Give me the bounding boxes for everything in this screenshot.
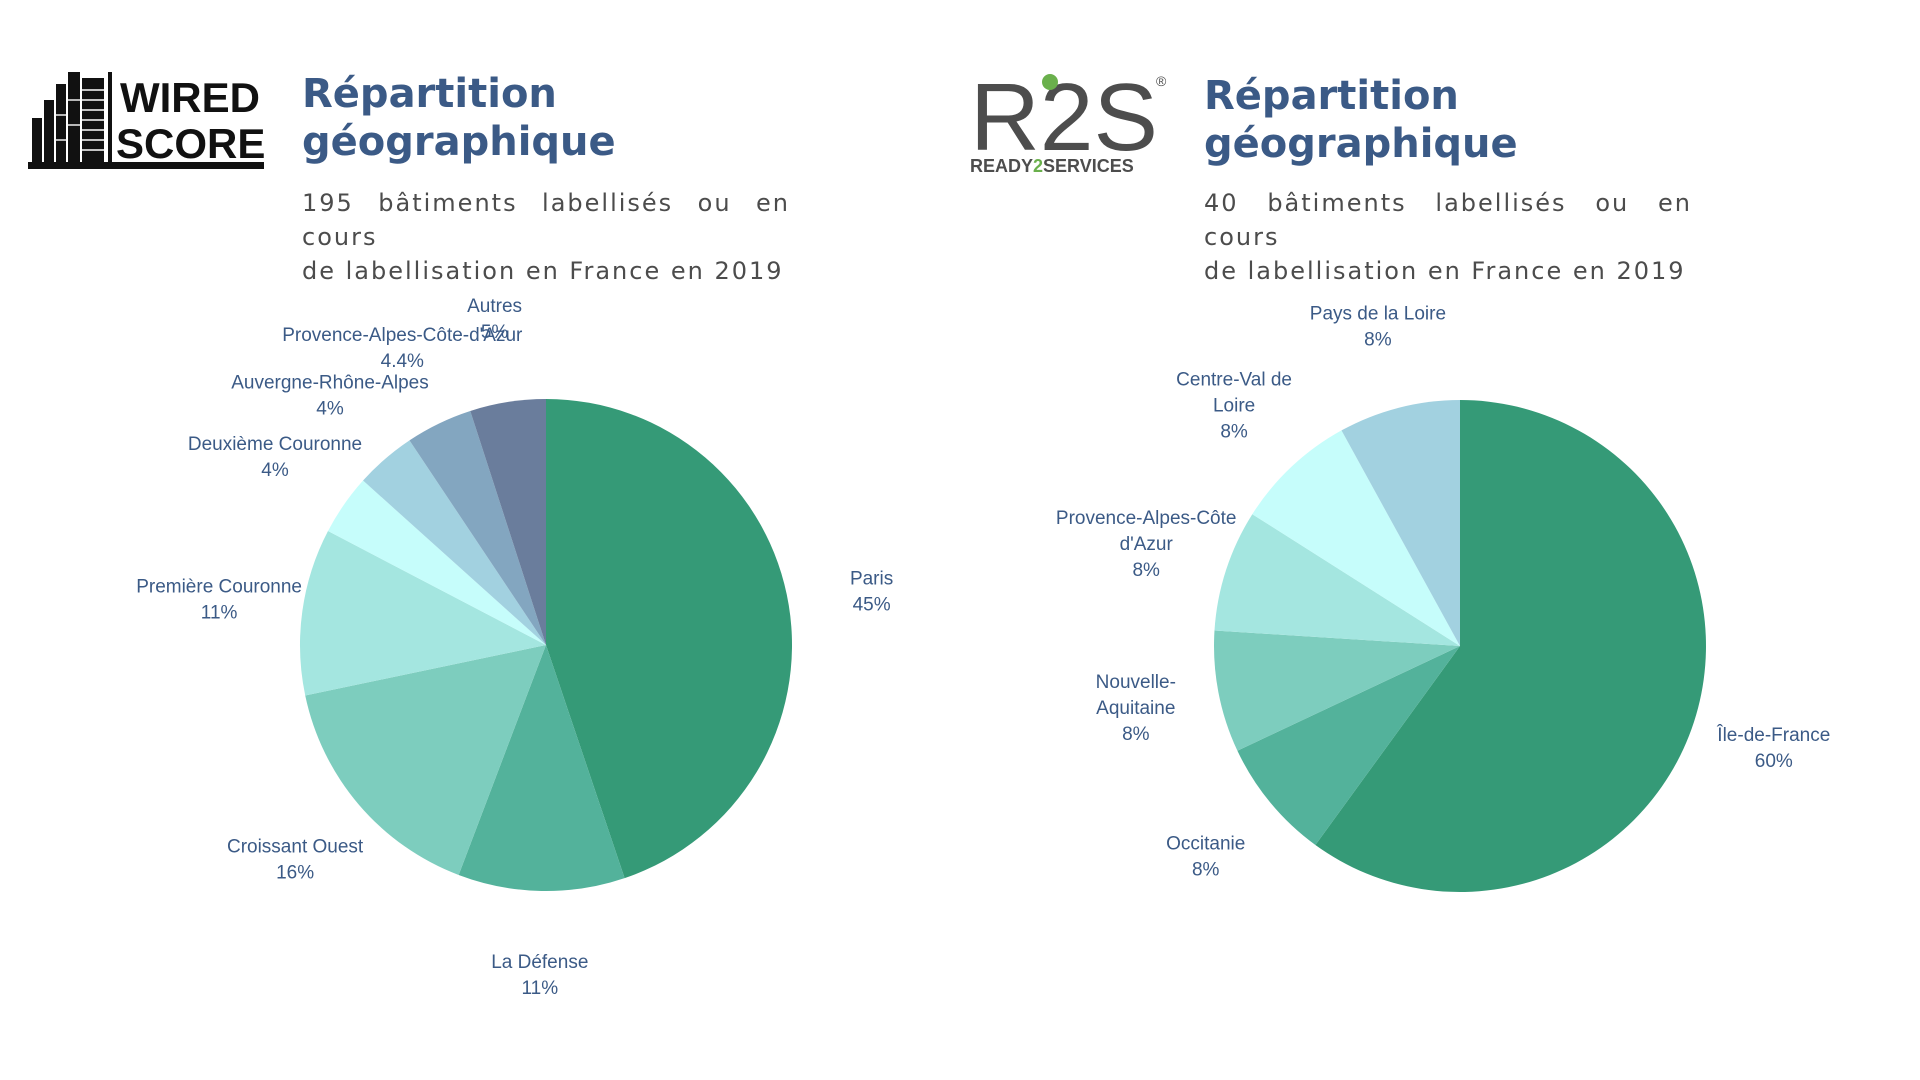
panel-wiredscore: WIRED SCORE Répartition géographique 195… xyxy=(28,70,893,999)
wiredscore-building-icon xyxy=(28,72,264,169)
wiredscore-logo-line2: SCORE xyxy=(116,120,264,167)
title-line-1: Répartition xyxy=(1204,73,1459,119)
pie-slice-auvergne-rhone-alpes xyxy=(363,440,546,645)
pie-label-value: 8% xyxy=(1220,421,1248,442)
pie-label-value: 4% xyxy=(316,399,344,420)
pie-slice-paris xyxy=(546,399,793,879)
pie-label-text: Île-de-France xyxy=(1716,724,1830,746)
pie-label-text: Auvergne-Rhône-Alpes xyxy=(231,373,429,394)
pie-label-ile-de-france: Île-de-France 60% xyxy=(1716,724,1830,772)
r2s-logo-icon: R2S ® xyxy=(970,70,1167,171)
pie-label-value: 8% xyxy=(1364,329,1392,350)
pie-slice-la-defense xyxy=(458,645,625,891)
pie-label-nouvelle-aquitaine: Nouvelle- Aquitaine 8% xyxy=(1096,672,1176,745)
pie-label-value: 8% xyxy=(1122,724,1150,745)
pie-label-text: d'Azur xyxy=(1120,534,1174,555)
pie-slice-provence-alpes-cote-d-azur xyxy=(409,410,546,645)
pie-label-deuxieme-couronne: Deuxième Couronne 4% xyxy=(188,434,362,481)
r2s-logo: R2S ® READY2SERVICES xyxy=(970,70,1167,176)
page-title: Répartition géographique xyxy=(1204,72,1518,168)
pie-chart-r2s: Île-de-France 60% Occitanie 8% Nouvelle- Aqui… xyxy=(1056,303,1830,892)
r2s-registered-mark: ® xyxy=(1156,73,1167,89)
pie-label-text: Loire xyxy=(1213,395,1255,416)
subtitle-line-2: de labellisation en France en 2019 xyxy=(1204,257,1686,285)
panel-r2s: R2S ® READY2SERVICES Répartition géograp… xyxy=(960,0,1920,1080)
subtitle-line-1: 195 bâtiments labellisés ou en cours xyxy=(302,189,790,251)
pie-slice-deuxieme-couronne xyxy=(328,480,546,645)
pie-slice-croissant-ouest xyxy=(305,645,546,875)
pie-label-text: Paris xyxy=(850,569,893,590)
pie-chart-wiredscore: Paris 45% La Défense 11% Croissant Ouest 16% P… xyxy=(136,296,893,999)
pie-label-text: La Défense xyxy=(491,952,588,973)
r2s-tagline-left: READY xyxy=(970,156,1033,176)
pie-slice-provence-alpes-cote-d-azur xyxy=(1214,514,1460,646)
pie-label-text: Pays de la Loire xyxy=(1310,303,1446,324)
pie-label-text: Nouvelle- xyxy=(1096,672,1176,693)
wiredscore-logo: WIRED SCORE xyxy=(28,72,264,169)
r2s-logo-main: R2S xyxy=(970,70,1158,171)
pie-label-text: Provence-Alpes-Côte xyxy=(1056,508,1237,529)
wiredscore-logo-line1: WIRED xyxy=(120,74,260,121)
pie-label-value: 4% xyxy=(261,460,289,481)
pie-label-value: 5% xyxy=(481,322,509,343)
pie-label-value: 45% xyxy=(853,595,891,616)
pie-label-value: 4.4% xyxy=(381,351,424,372)
pie-slice-premiere-couronne xyxy=(300,530,546,696)
pie-label-autres: Autres 5% xyxy=(467,296,522,343)
pie-slice-centre-val-de-loire xyxy=(1252,430,1460,646)
pie-slice-pays-de-la-loire xyxy=(1341,400,1460,646)
pie-label-value: 8% xyxy=(1132,560,1160,581)
pie-label-text: Aquitaine xyxy=(1096,698,1175,719)
pie-label-value: 11% xyxy=(201,603,238,624)
pie-slice-nouvelle-aquitaine xyxy=(1214,630,1460,751)
pie-label-occitanie: Occitanie 8% xyxy=(1166,833,1245,880)
pie-label-la-defense: La Défense 11% xyxy=(491,952,588,999)
pie-label-text: Deuxième Couronne xyxy=(188,434,362,455)
title-line-1: Répartition xyxy=(302,71,557,117)
pie-label-paris: Paris 45% xyxy=(850,569,893,616)
page-title: Répartition géographique xyxy=(302,70,616,166)
subtitle-line-2: de labellisation en France en 2019 xyxy=(302,257,784,285)
pie-label-value: 16% xyxy=(276,862,314,883)
subtitle: 40 bâtiments labellisés ou en cours de l… xyxy=(1204,186,1692,288)
subtitle-line-1: 40 bâtiments labellisés ou en cours xyxy=(1204,189,1692,251)
pie-label-text: Provence-Alpes-Côte-d'Azur xyxy=(282,325,523,346)
r2s-tagline-digit: 2 xyxy=(1033,156,1043,176)
pie-label-value: 11% xyxy=(521,978,558,999)
r2s-tagline-right: SERVICES xyxy=(1043,156,1134,176)
pie-label-text: Occitanie xyxy=(1166,833,1245,854)
pie-label-value: 60% xyxy=(1755,751,1793,772)
pie-label-text: Première Couronne xyxy=(136,577,302,598)
title-line-2: géographique xyxy=(302,119,616,165)
pie-label-auvergne-rhone-alpes: Auvergne-Rhône-Alpes 4% xyxy=(231,373,429,420)
pie-label-text: Croissant Ouest xyxy=(227,836,364,857)
pie-slice-occitanie xyxy=(1237,646,1460,846)
r2s-tagline: READY2SERVICES xyxy=(970,156,1134,176)
pie-slice-ile-de-france xyxy=(1315,400,1706,892)
pie-label-pays-de-la-loire: Pays de la Loire 8% xyxy=(1310,303,1446,350)
pie-label-text: Centre-Val de xyxy=(1176,369,1292,390)
subtitle: 195 bâtiments labellisés ou en cours de … xyxy=(302,186,790,288)
pie-label-provence-alpes-cote-d-azur: Provence-Alpes-Côte-d'Azur 4.4% xyxy=(282,325,523,372)
title-line-2: géographique xyxy=(1204,121,1518,167)
pie-label-text: Autres xyxy=(467,296,522,317)
pie-slice-autres xyxy=(470,399,546,645)
pie-label-croissant-ouest: Croissant Ouest 16% xyxy=(227,836,364,883)
pie-label-value: 8% xyxy=(1192,859,1220,880)
pie-label-premiere-couronne: Première Couronne 11% xyxy=(136,577,302,624)
r2s-accent-dot xyxy=(1042,74,1058,90)
pie-label-provence-alpes-cote-d-azur: Provence-Alpes-Côte d'Azur 8% xyxy=(1056,508,1237,581)
pie-label-centre-val-de-loire: Centre-Val de Loire 8% xyxy=(1176,369,1292,442)
